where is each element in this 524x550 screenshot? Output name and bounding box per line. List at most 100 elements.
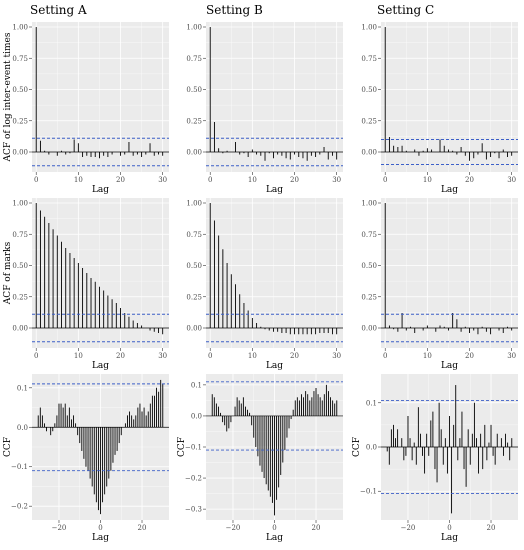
- panel-A-ACF-log: 0.00 0.25 0.50 0.75 1.00 0 10 20 30 Lag ACF of log…: [3, 22, 169, 195]
- panel-background: [206, 22, 343, 172]
- y-tick-label: 0.00: [186, 325, 202, 333]
- y-tick-label: −0.2: [185, 475, 202, 483]
- x-axis-label: Lag: [266, 361, 283, 371]
- x-tick-label: −20: [401, 524, 416, 532]
- panel-B-CCF: −0.3 −0.2 −0.1 0.0 0.1 −20 0 20 Lag CCF: [177, 374, 343, 543]
- y-tick-label: 1.00: [361, 24, 377, 32]
- x-tick-label: −20: [226, 524, 241, 532]
- x-tick-label: 30: [158, 176, 167, 184]
- y-tick-label: 0.75: [361, 231, 377, 239]
- x-tick-label: 0: [272, 524, 276, 532]
- x-tick-label: 20: [312, 524, 321, 532]
- x-tick-label: 30: [332, 352, 341, 360]
- x-tick-label: 20: [116, 176, 125, 184]
- y-tick-label: 0.25: [186, 117, 202, 125]
- y-tick-label: −0.1: [185, 444, 202, 452]
- y-tick-label: 0.50: [361, 262, 377, 270]
- y-tick-label: 0.75: [12, 231, 28, 239]
- x-tick-label: 0: [383, 352, 387, 360]
- y-tick-label: 0.0: [366, 444, 377, 452]
- x-tick-label: 10: [248, 176, 257, 184]
- y-tick-label: 0.75: [361, 55, 377, 63]
- y-tick-label: 0.50: [186, 262, 202, 270]
- y-tick-label: −0.1: [360, 488, 377, 496]
- y-tick-label: 0.50: [12, 262, 28, 270]
- x-axis-label: Lag: [266, 185, 283, 195]
- y-tick-label: 0.00: [361, 325, 377, 333]
- x-axis-label: Lag: [92, 185, 109, 195]
- panel-C-ACF-marks: 0.00 0.25 0.50 0.75 1.00 0 10 20 30 Lag: [361, 198, 518, 371]
- x-axis-label: Lag: [441, 185, 458, 195]
- x-axis-label: Lag: [441, 361, 458, 371]
- y-axis-label: CCF: [352, 437, 362, 457]
- column-title-setting-a: Setting A: [30, 3, 87, 17]
- x-tick-label: 20: [116, 352, 125, 360]
- y-tick-label: −0.2: [11, 503, 28, 511]
- panel-background: [381, 198, 518, 348]
- x-tick-label: 20: [290, 176, 299, 184]
- panel-C-CCF: −0.1 0.0 0.1 −20 0 20 Lag CCF: [352, 374, 518, 543]
- panel-B-ACF-marks: 0.00 0.25 0.50 0.75 1.00 0 10 20 30 Lag: [186, 198, 343, 371]
- x-tick-label: 10: [74, 176, 83, 184]
- x-tick-label: 20: [290, 352, 299, 360]
- y-tick-label: 1.00: [186, 24, 202, 32]
- x-tick-label: 20: [465, 352, 474, 360]
- y-tick-label: −0.3: [185, 506, 202, 514]
- x-tick-label: 0: [208, 176, 212, 184]
- x-tick-label: 0: [34, 352, 38, 360]
- x-tick-label: 20: [138, 524, 147, 532]
- y-tick-label: 0.25: [361, 117, 377, 125]
- panel-A-CCF: −0.2 −0.1 0.0 0.1 −20 0 20 Lag CCF: [3, 374, 169, 543]
- y-tick-label: 0.50: [186, 86, 202, 94]
- x-tick-label: 30: [332, 176, 341, 184]
- panel-background: [381, 22, 518, 172]
- y-tick-label: −0.1: [11, 463, 28, 471]
- y-tick-label: 0.0: [17, 424, 28, 432]
- y-tick-label: 0.1: [366, 399, 377, 407]
- panel-background: [206, 198, 343, 348]
- y-axis-label: ACF of log inter-event times: [3, 32, 13, 162]
- y-tick-label: 0.25: [361, 293, 377, 301]
- panel-background: [32, 198, 169, 348]
- x-tick-label: 10: [248, 352, 257, 360]
- panel-background: [32, 22, 169, 172]
- x-tick-label: 10: [423, 176, 432, 184]
- x-tick-label: 10: [423, 352, 432, 360]
- y-tick-label: 0.50: [12, 86, 28, 94]
- y-tick-label: 0.75: [186, 231, 202, 239]
- y-axis-label: ACF of marks: [3, 241, 13, 305]
- x-tick-label: 10: [74, 352, 83, 360]
- x-tick-label: 30: [158, 352, 167, 360]
- x-tick-label: 0: [447, 524, 451, 532]
- x-tick-label: 30: [507, 352, 516, 360]
- y-axis-label: CCF: [177, 437, 187, 457]
- y-axis-label: CCF: [3, 437, 13, 457]
- y-tick-label: 1.00: [12, 24, 28, 32]
- y-tick-label: 0.25: [12, 293, 28, 301]
- y-tick-label: 0.1: [191, 381, 202, 389]
- x-tick-label: −20: [52, 524, 67, 532]
- y-tick-label: 0.00: [361, 149, 377, 157]
- y-tick-label: 1.00: [12, 200, 28, 208]
- y-tick-label: 0.00: [12, 325, 28, 333]
- x-axis-label: Lag: [92, 533, 109, 543]
- x-tick-label: 0: [98, 524, 102, 532]
- y-tick-label: 0.00: [12, 149, 28, 157]
- y-tick-label: 0.75: [186, 55, 202, 63]
- y-tick-label: 0.50: [361, 86, 377, 94]
- y-tick-label: 1.00: [186, 200, 202, 208]
- y-tick-label: 0.00: [186, 149, 202, 157]
- x-axis-label: Lag: [266, 533, 283, 543]
- y-tick-label: 0.25: [186, 293, 202, 301]
- x-tick-label: 0: [34, 176, 38, 184]
- y-tick-label: 0.25: [12, 117, 28, 125]
- panel-B-ACF-log: 0.00 0.25 0.50 0.75 1.00 0 10 20 30 Lag: [186, 22, 343, 195]
- column-title-setting-b: Setting B: [206, 3, 263, 17]
- x-tick-label: 0: [208, 352, 212, 360]
- y-tick-label: 0.75: [12, 55, 28, 63]
- panel-A-ACF-marks: 0.00 0.25 0.50 0.75 1.00 0 10 20 30 Lag ACF of mar…: [3, 198, 169, 371]
- x-tick-label: 0: [383, 176, 387, 184]
- x-tick-label: 30: [507, 176, 516, 184]
